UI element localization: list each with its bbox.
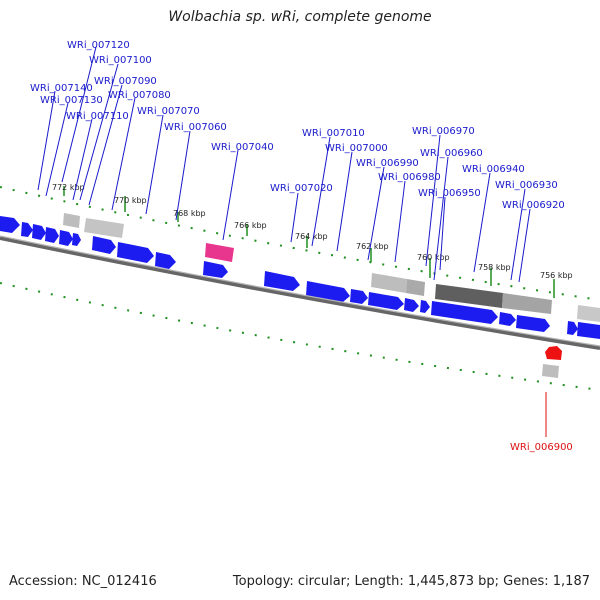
forward-gene[interactable] [0, 216, 20, 233]
map-title: Wolbachia sp. wRi, complete genome [168, 9, 432, 25]
forward-genes [0, 216, 600, 339]
forward-gene[interactable] [117, 242, 154, 263]
gray-gene[interactable] [406, 279, 425, 296]
gene-label[interactable]: WRi_007090 [94, 76, 157, 87]
dark-gene[interactable] [435, 284, 503, 308]
gene-label[interactable]: WRi_007100 [89, 55, 152, 66]
forward-gene[interactable] [567, 321, 578, 335]
kbp-label: 766 kbp [234, 221, 267, 230]
gene-label[interactable]: WRi_007120 [67, 40, 130, 51]
forward-gene[interactable] [21, 222, 33, 237]
forward-gene[interactable] [72, 233, 81, 246]
gene-label[interactable]: WRi_006930 [495, 180, 558, 191]
forward-gene[interactable] [577, 322, 600, 339]
gene-label[interactable]: WRi_007020 [270, 183, 333, 194]
kbp-scale: 772 kbp 770 kbp 768 kbp 766 kbp 764 kbp … [52, 183, 573, 298]
forward-gene[interactable] [499, 312, 516, 326]
kbp-label: 764 kbp [295, 232, 328, 241]
reverse-genes [542, 346, 562, 378]
gray-gene[interactable] [577, 305, 600, 322]
gray-gene[interactable] [502, 293, 552, 314]
label-leader-lines [37, 46, 531, 283]
kbp-label: 762 kbp [356, 242, 389, 251]
selected-gene-label[interactable]: WRi_006900 [510, 442, 573, 453]
gene-label[interactable]: WRi_006960 [420, 148, 483, 159]
forward-gene[interactable] [431, 301, 498, 324]
gene-label[interactable]: WRi_006920 [502, 200, 565, 211]
kbp-label: 758 kbp [478, 263, 511, 272]
forward-gene[interactable] [32, 224, 46, 240]
forward-gene[interactable] [264, 271, 300, 291]
kbp-label: 756 kbp [540, 271, 573, 280]
gene-label[interactable]: WRi_007010 [302, 128, 365, 139]
kbp-label: 772 kbp [52, 183, 85, 192]
genome-backbone [0, 235, 600, 350]
kbp-label: 768 kbp [173, 209, 206, 218]
forward-gene[interactable] [203, 261, 228, 278]
forward-gene[interactable] [155, 252, 176, 269]
kbp-label: 770 kbp [114, 196, 147, 205]
gene-label[interactable]: WRi_007110 [66, 111, 129, 122]
gene-labels: WRi_007120 WRi_007100 WRi_007140 WRi_007… [30, 40, 565, 211]
forward-gene[interactable] [306, 281, 350, 302]
gene-label[interactable]: WRi_007080 [108, 90, 171, 101]
genome-stats-text: Topology: circular; Length: 1,445,873 bp… [232, 574, 590, 589]
gene-label[interactable]: WRi_007000 [325, 143, 388, 154]
gene-label[interactable]: WRi_006990 [356, 158, 419, 169]
gene-label[interactable]: WRi_007140 [30, 83, 93, 94]
forward-gene[interactable] [350, 289, 368, 304]
gene-label[interactable]: WRi_007130 [40, 95, 103, 106]
gene-label[interactable]: WRi_006970 [412, 126, 475, 137]
gray-gene[interactable] [84, 218, 124, 238]
gene-label[interactable]: WRi_007070 [137, 106, 200, 117]
upper-gray-genes [63, 213, 600, 322]
gene-label[interactable]: WRi_007040 [211, 142, 274, 153]
gray-gene[interactable] [542, 364, 559, 378]
gene-label[interactable]: WRi_007060 [164, 122, 227, 133]
accession-text: Accession: NC_012416 [9, 574, 157, 589]
forward-gene[interactable] [92, 236, 116, 254]
forward-gene[interactable] [59, 230, 73, 246]
forward-gene[interactable] [420, 300, 430, 313]
gray-gene[interactable] [63, 213, 80, 228]
forward-gene[interactable] [404, 298, 419, 312]
kbp-label: 760 kbp [417, 253, 450, 262]
gene-label[interactable]: WRi_006950 [418, 188, 481, 199]
selected-gene[interactable] [545, 346, 562, 360]
forward-gene[interactable] [45, 227, 59, 243]
forward-gene[interactable] [516, 315, 550, 332]
gene-label[interactable]: WRi_006980 [378, 172, 441, 183]
gray-gene[interactable] [371, 273, 407, 293]
gene-label[interactable]: WRi_006940 [462, 164, 525, 175]
forward-gene[interactable] [368, 292, 404, 310]
highlight-gene[interactable] [205, 243, 234, 262]
